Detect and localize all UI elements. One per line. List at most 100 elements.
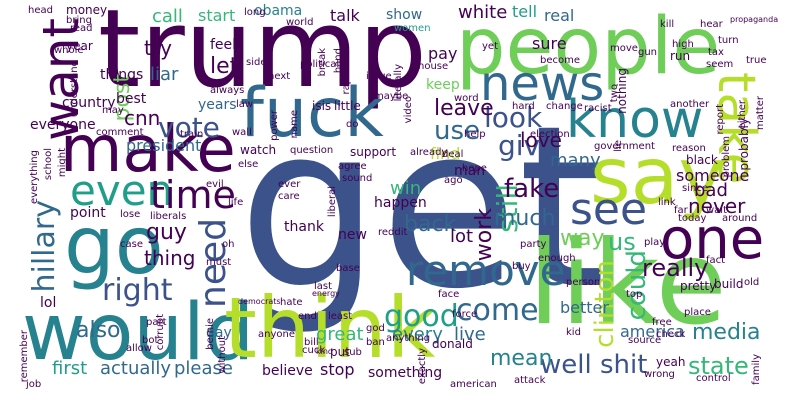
word-turn: turn: [718, 35, 739, 46]
word-tell: tell: [512, 2, 538, 21]
word-enough: enough: [538, 253, 576, 264]
word-today: today: [678, 213, 707, 224]
word-bad: bad: [694, 180, 728, 201]
word-far: far: [674, 205, 688, 216]
word-man: man: [454, 163, 486, 179]
word-say: say: [590, 132, 725, 222]
word-things: things: [100, 67, 144, 83]
word-move: move: [610, 43, 638, 54]
word-cuck: cuck: [302, 345, 326, 356]
word-long: long: [244, 7, 266, 18]
word-leave: leave: [434, 96, 494, 121]
word-either: either: [737, 100, 748, 130]
word-pretty: pretty: [680, 279, 717, 293]
word-exactly: exactly: [417, 348, 428, 385]
word-already: already: [410, 147, 448, 158]
word-everyone: everyone: [30, 117, 96, 133]
word-person: person: [566, 277, 601, 288]
word-run: run: [670, 49, 691, 63]
word-cnn: cnn: [124, 106, 161, 130]
word-women: women: [394, 23, 431, 34]
word-high: high: [672, 39, 694, 50]
word-hand: hand: [333, 48, 344, 74]
word-ago: ago: [444, 175, 463, 186]
word-fuck: fuck: [240, 74, 384, 153]
word-let: let: [210, 54, 239, 79]
word-hillary: hillary: [27, 200, 62, 293]
word-reddit: reddit: [378, 227, 408, 238]
word-always: always: [210, 85, 245, 96]
word-many: many: [550, 150, 601, 171]
word-two: two: [609, 84, 620, 103]
word-political: political: [300, 59, 340, 70]
word-lie: lie: [613, 140, 624, 152]
word-seem: seem: [706, 59, 734, 70]
word-propaganda: propaganda: [730, 15, 779, 24]
word-literally: literally: [393, 64, 404, 102]
word-thank: thank: [284, 219, 324, 235]
word-free: free: [652, 317, 672, 328]
word-god: god: [366, 323, 385, 334]
word-point: point: [70, 205, 106, 221]
word-see: see: [570, 184, 648, 235]
word-change: change: [546, 101, 583, 112]
word-allow: allow: [126, 343, 152, 354]
word-remove: remove: [406, 246, 566, 295]
word-white: white: [458, 2, 508, 23]
word-would: would: [22, 288, 255, 378]
word-someone: someone: [676, 166, 750, 185]
word-great: great: [316, 324, 364, 345]
word-wait: wait: [706, 205, 728, 216]
word-true: true: [746, 55, 767, 66]
word-sure: sure: [532, 34, 567, 53]
word-face: face: [438, 289, 460, 300]
word-hope: hope: [462, 163, 487, 174]
word-please: please: [174, 358, 233, 379]
word-good: good: [384, 299, 459, 334]
word-sound: sound: [342, 173, 373, 184]
word-might: might: [57, 148, 68, 178]
word-head: head: [28, 5, 53, 16]
word-top: top: [626, 289, 643, 300]
word-force: force: [452, 309, 478, 320]
word-link: link: [658, 197, 676, 208]
word-guy: guy: [146, 220, 187, 245]
word-understand: understand: [69, 60, 80, 118]
word-stop: stop: [320, 360, 355, 379]
word-build: build: [714, 277, 744, 291]
word-evil: evil: [206, 179, 224, 190]
word-fact: fact: [706, 255, 726, 266]
word-try: try: [144, 36, 172, 60]
word-base: base: [336, 263, 360, 274]
word-job: job: [26, 379, 42, 390]
word-show: show: [386, 7, 423, 23]
word-corrupt: corrupt: [155, 314, 166, 351]
word-shit: shit: [600, 350, 648, 380]
word-bernie: bernie: [205, 318, 216, 350]
word-news: news: [480, 56, 605, 112]
word-america: america: [620, 322, 685, 341]
word-name: name: [289, 110, 300, 139]
word-check: check: [656, 329, 686, 340]
word-energy: energy: [312, 289, 340, 298]
word-house: house: [418, 61, 449, 72]
word-question: question: [290, 145, 334, 156]
word-believe: believe: [262, 363, 313, 379]
word-bot: bot: [142, 335, 159, 346]
word-kid: kid: [566, 327, 581, 338]
word-ban: ban: [366, 337, 385, 348]
word-video: video: [403, 96, 414, 124]
word-vote: vote: [158, 111, 220, 144]
word-american: american: [450, 379, 497, 390]
word-talk: talk: [330, 6, 360, 25]
word-us: us: [608, 228, 636, 256]
word-kind: kind: [316, 347, 334, 356]
word-come: come: [456, 293, 539, 328]
word-take: take: [706, 72, 766, 185]
word-state: state: [688, 352, 749, 380]
word-much: much: [494, 206, 556, 231]
word-family: family: [751, 354, 762, 385]
word-pay: pay: [428, 44, 458, 63]
word-part: part: [146, 317, 167, 328]
